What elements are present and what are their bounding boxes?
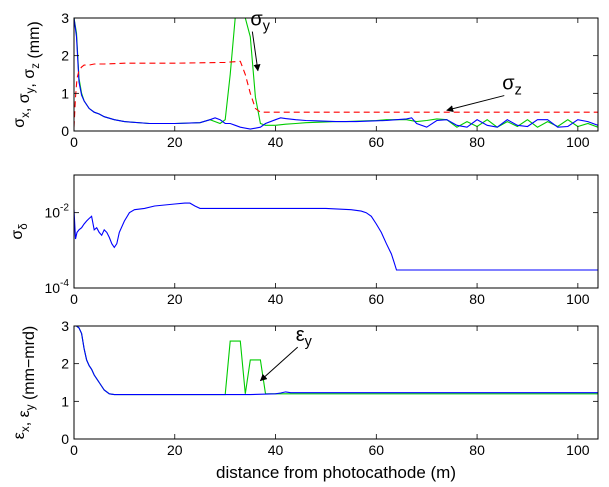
plot-frame [73, 325, 599, 440]
beam-size-panel: 0 20 40 60 80 100 0 1 2 3 σx, σy, σz (mm) σy σz [11, 9, 599, 150]
x-tick-label: 20 [167, 134, 183, 150]
y-axis-label: σx, σy, σz (mm) [11, 21, 43, 128]
y-axis-label: εx, εy (mm−mrd) [11, 326, 38, 439]
annotation-arrow [259, 346, 299, 382]
x-tick-label: 60 [369, 291, 385, 307]
x-tick-label: 40 [268, 134, 284, 150]
y-tick-label: 10-2 [44, 203, 69, 221]
y-tick-label: 0 [61, 123, 69, 139]
x-tick-label: 80 [469, 442, 485, 458]
x-tick-label: 100 [566, 134, 590, 150]
series-line-0 [74, 326, 598, 396]
x-tick-label: 60 [369, 134, 385, 150]
series-line-0 [74, 202, 598, 271]
x-tick-label: 100 [566, 291, 590, 307]
x-tick-label: 100 [566, 442, 590, 458]
x-tick-label: 40 [268, 291, 284, 307]
y-axis-label: σδ [9, 223, 30, 239]
y-tick-label: 1 [61, 85, 69, 101]
x-axis-label: distance from photocathode (m) [216, 463, 456, 482]
x-tick-label: 80 [469, 291, 485, 307]
annotation-label: εy [296, 324, 313, 350]
x-tick-label: 20 [167, 291, 183, 307]
energy-spread-panel: 0 20 40 60 80 100 10-4 10-2 σδ [9, 174, 599, 307]
x-tick-label: 20 [167, 442, 183, 458]
y-tick-label: 3 [61, 318, 69, 334]
x-tick-label: 0 [70, 291, 78, 307]
y-tick-label: 3 [61, 10, 69, 26]
annotation-arrow [446, 95, 505, 113]
annotation-label: σy [250, 9, 270, 35]
emittance-panel: 0 20 40 60 80 100 0 1 2 3 εx, εy (mm−mrd) distance … [11, 318, 599, 482]
y-tick-label: 0 [61, 431, 69, 447]
series-line-0 [74, 18, 598, 128]
series-line-1 [74, 18, 598, 130]
series-line-2 [74, 60, 598, 128]
annotation-arrow [251, 31, 261, 72]
y-tick-label: 10-4 [44, 278, 69, 296]
series-line-1 [74, 326, 598, 396]
y-tick-label: 1 [61, 393, 69, 409]
x-tick-label: 60 [369, 442, 385, 458]
x-tick-label: 40 [268, 442, 284, 458]
x-tick-label: 0 [70, 134, 78, 150]
y-tick-label: 2 [61, 48, 69, 64]
x-tick-label: 0 [70, 442, 78, 458]
plot-frame [73, 17, 599, 132]
y-tick-label: 2 [61, 356, 69, 372]
annotation-label: σz [502, 73, 522, 99]
x-tick-label: 80 [469, 134, 485, 150]
plot-frame [73, 174, 599, 289]
